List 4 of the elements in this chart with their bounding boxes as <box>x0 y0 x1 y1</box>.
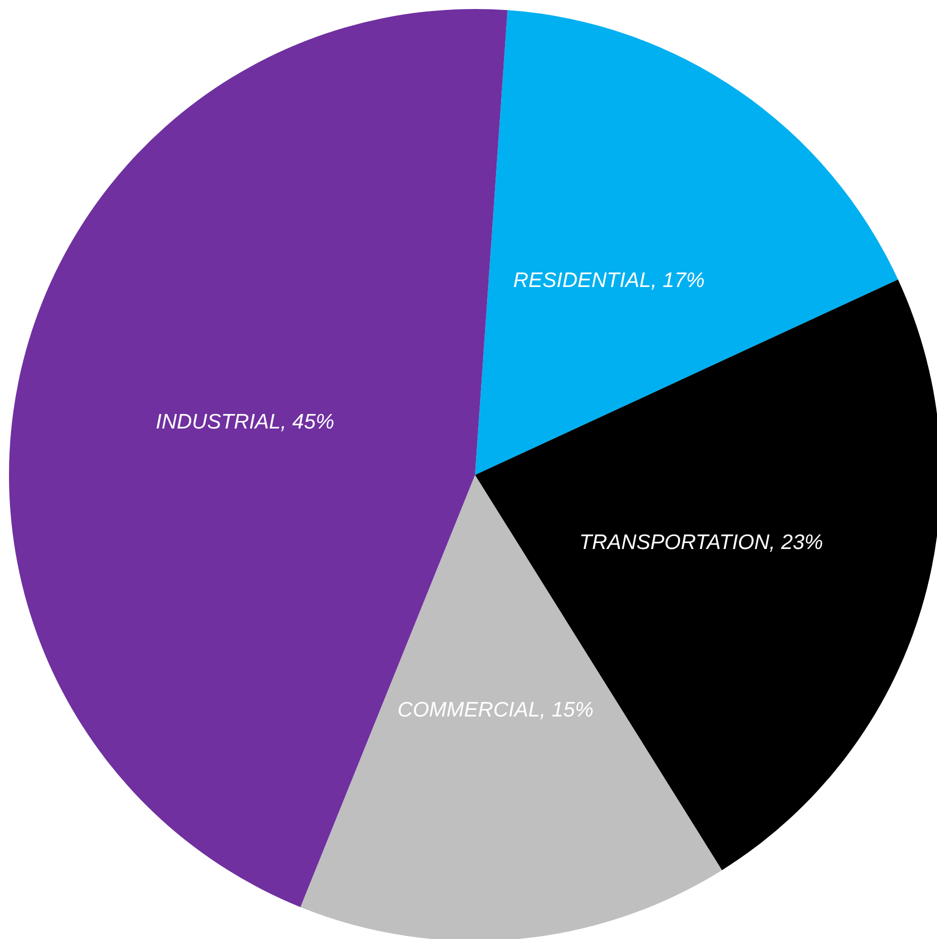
slice-label: TRANSPORTATION, 23% <box>579 530 824 554</box>
slice-label: RESIDENTIAL, 17% <box>513 269 705 292</box>
slice-label: COMMERCIAL, 15% <box>398 698 594 722</box>
slice-label: INDUSTRIAL, 45% <box>156 410 334 434</box>
